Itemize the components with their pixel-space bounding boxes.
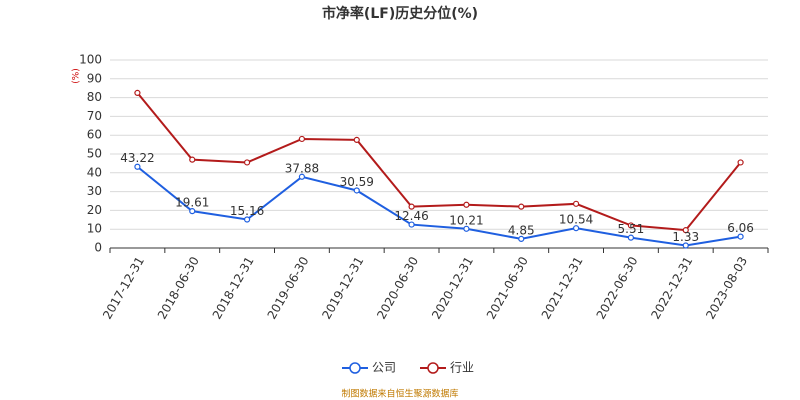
point	[463, 225, 470, 232]
data-label: 5.51	[618, 222, 645, 236]
y-tick-label: 70	[87, 109, 102, 123]
point	[353, 136, 360, 143]
point	[572, 200, 580, 207]
point	[298, 135, 306, 143]
x-tick-label: 2019-12-31	[319, 254, 366, 321]
data-label: 1.33	[672, 230, 699, 244]
x-tick-label: 2018-12-31	[210, 254, 257, 321]
chart-title: 市净率(LF)历史分位(%)	[322, 5, 478, 22]
x-tick-label: 2021-06-30	[484, 254, 531, 321]
y-tick-label: 10	[87, 222, 102, 236]
point	[353, 187, 360, 194]
point	[298, 173, 306, 180]
data-label: 10.21	[449, 213, 483, 227]
data-label: 4.85	[508, 223, 535, 237]
y-axis-label: (%)	[72, 68, 82, 84]
point	[243, 159, 251, 166]
point	[627, 234, 635, 241]
y-tick-label: 80	[87, 90, 102, 104]
point	[189, 208, 196, 215]
legend-marker	[427, 362, 439, 374]
data-label: 12.46	[394, 209, 428, 223]
data-label: 19.61	[175, 196, 209, 210]
point	[518, 203, 525, 210]
x-tick-label: 2020-12-31	[429, 254, 476, 321]
y-tick-label: 60	[87, 128, 102, 142]
point	[189, 156, 196, 163]
point	[737, 159, 744, 166]
source-note: 制图数据来自恒生聚源数据库	[341, 388, 458, 400]
point	[737, 233, 744, 240]
x-tick-label: 2021-12-31	[539, 254, 586, 321]
point	[682, 242, 689, 249]
data-label: 15.16	[230, 204, 264, 218]
y-tick-label: 90	[87, 71, 102, 85]
data-label: 10.54	[559, 213, 593, 227]
data-label: 30.59	[340, 175, 374, 189]
point	[463, 201, 470, 208]
y-tick-label: 50	[87, 147, 102, 161]
series-line	[136, 165, 741, 247]
y-tick-label: 0	[94, 241, 102, 255]
legend-label: 公司	[372, 361, 396, 375]
data-label: 37.88	[285, 161, 319, 175]
y-tick-label: 20	[87, 203, 102, 217]
point	[408, 203, 415, 210]
legend-marker	[349, 362, 361, 374]
x-tick-label: 2018-06-30	[155, 254, 202, 321]
series-line	[136, 92, 742, 232]
point	[134, 89, 141, 97]
point	[408, 221, 415, 228]
x-tick-label: 2019-06-30	[265, 254, 312, 321]
x-tick-label: 2020-06-30	[374, 254, 421, 321]
data-label: 6.06	[727, 221, 754, 235]
point	[572, 225, 580, 232]
point	[518, 235, 525, 242]
y-tick-label: 30	[87, 184, 102, 198]
y-tick-label: 100	[79, 53, 102, 67]
point	[243, 216, 251, 223]
x-tick-label: 2022-12-31	[648, 254, 695, 321]
data-label: 43.22	[120, 151, 154, 165]
x-tick-label: 2023-08-03	[703, 254, 750, 321]
legend-label: 行业	[450, 361, 474, 375]
x-tick-label: 2022-06-30	[594, 254, 641, 321]
point	[627, 222, 635, 229]
point	[682, 227, 689, 234]
y-tick-label: 40	[87, 165, 102, 179]
x-tick-label: 2017-12-31	[100, 254, 147, 321]
point	[134, 163, 141, 170]
